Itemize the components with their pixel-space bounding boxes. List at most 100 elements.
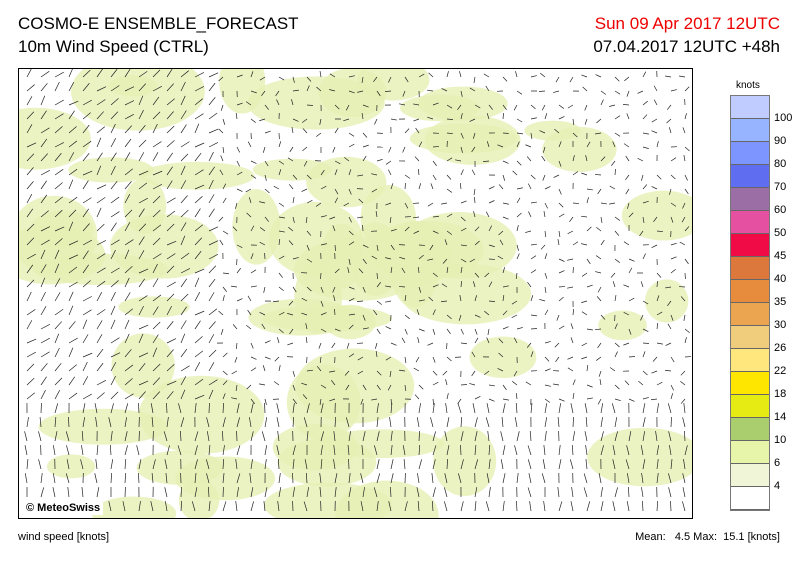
wind-arrow — [194, 72, 205, 78]
wind-arrow — [544, 272, 548, 279]
wind-arrow — [626, 113, 630, 120]
wind-arrow — [54, 431, 58, 442]
wind-arrow — [427, 116, 434, 120]
wind-arrow — [138, 402, 140, 414]
wind-arrow — [164, 459, 168, 470]
wind-arrow — [469, 383, 476, 386]
legend-bin — [731, 441, 769, 464]
wind-arrow — [471, 146, 476, 153]
wind-arrow — [40, 473, 43, 484]
wind-arrow — [347, 445, 350, 456]
wind-arrow — [278, 473, 281, 484]
wind-arrow — [460, 113, 463, 120]
wind-arrow — [361, 76, 364, 83]
wind-arrow — [390, 183, 394, 190]
wind-arrow — [68, 254, 79, 260]
wind-arrow — [572, 241, 579, 246]
wind-arrow — [110, 472, 113, 484]
wind-arrow — [683, 155, 686, 162]
wind-arrow — [208, 226, 219, 232]
wind-arrow — [110, 375, 116, 386]
wind-arrow — [66, 445, 70, 456]
wind-arrow — [264, 398, 267, 405]
wind-arrow — [609, 104, 616, 107]
wind-speed-patch — [108, 75, 157, 97]
wind-arrow — [54, 249, 60, 260]
wind-arrow — [544, 431, 547, 442]
wind-arrow — [306, 199, 313, 204]
wind-arrow — [288, 226, 294, 232]
wind-arrow — [222, 295, 225, 302]
wind-arrow — [138, 170, 149, 176]
wind-arrow — [26, 111, 35, 120]
wind-arrow — [54, 347, 60, 358]
wind-arrow — [110, 459, 114, 470]
wind-arrow — [110, 337, 120, 344]
wind-arrow — [194, 473, 197, 484]
wind-arrow — [512, 381, 518, 386]
wind-arrow — [642, 216, 645, 223]
wind-arrow — [516, 187, 523, 190]
wind-arrow — [526, 156, 532, 162]
wind-arrow — [208, 308, 218, 316]
wind-arrow — [417, 501, 420, 512]
wind-arrow — [122, 501, 126, 512]
wind-arrow — [432, 370, 438, 376]
wind-arrow — [95, 417, 98, 428]
wind-arrow — [642, 370, 648, 376]
wind-arrow — [40, 153, 48, 162]
wind-arrow — [502, 160, 509, 164]
wind-arrow — [276, 445, 280, 456]
wind-arrow — [656, 381, 663, 386]
legend-bin — [731, 303, 769, 326]
wind-arrow — [180, 235, 186, 246]
wind-arrow — [54, 153, 62, 162]
wind-arrow — [583, 487, 588, 498]
wind-arrow — [245, 101, 252, 106]
wind-arrow — [432, 403, 435, 414]
wind-arrow — [586, 141, 591, 148]
wind-arrow — [96, 165, 102, 176]
wind-arrow — [26, 194, 33, 204]
wind-arrow — [469, 258, 476, 263]
wind-speed-patch — [109, 214, 219, 279]
wind-arrow — [331, 380, 336, 386]
wind-arrow — [138, 109, 144, 120]
wind-arrow — [138, 295, 148, 302]
color-legend — [730, 95, 770, 511]
wind-arrow — [40, 277, 46, 288]
wind-arrow — [259, 227, 266, 232]
wind-arrow — [567, 367, 574, 372]
wind-arrow — [614, 417, 618, 428]
wind-arrow — [642, 114, 648, 120]
legend-bin — [731, 119, 769, 142]
wind-arrow — [38, 459, 42, 470]
wind-arrow — [515, 403, 518, 414]
wind-arrow — [385, 300, 392, 303]
wind-arrow — [315, 202, 322, 207]
wind-arrow — [612, 445, 616, 456]
wind-arrow — [194, 277, 200, 288]
wind-arrow — [348, 143, 355, 148]
wind-arrow — [26, 392, 36, 400]
wind-arrow — [222, 402, 224, 414]
wind-arrow — [670, 416, 672, 428]
wind-arrow — [581, 272, 588, 277]
wind-arrow — [482, 160, 490, 162]
wind-arrow — [572, 379, 576, 386]
wind-arrow — [642, 100, 648, 106]
wind-arrow — [208, 486, 210, 498]
wind-arrow — [332, 225, 336, 232]
wind-arrow — [54, 403, 59, 414]
legend-bin — [731, 349, 769, 372]
wind-arrow — [402, 445, 406, 456]
wind-arrow — [208, 334, 215, 344]
wind-arrow — [682, 127, 686, 134]
wind-arrow — [54, 238, 63, 246]
wind-arrow — [166, 223, 175, 232]
wind-arrow — [292, 76, 295, 83]
wind-arrow — [218, 216, 224, 222]
wind-arrow — [640, 281, 644, 288]
wind-arrow — [222, 445, 225, 456]
wind-arrow — [219, 169, 224, 176]
